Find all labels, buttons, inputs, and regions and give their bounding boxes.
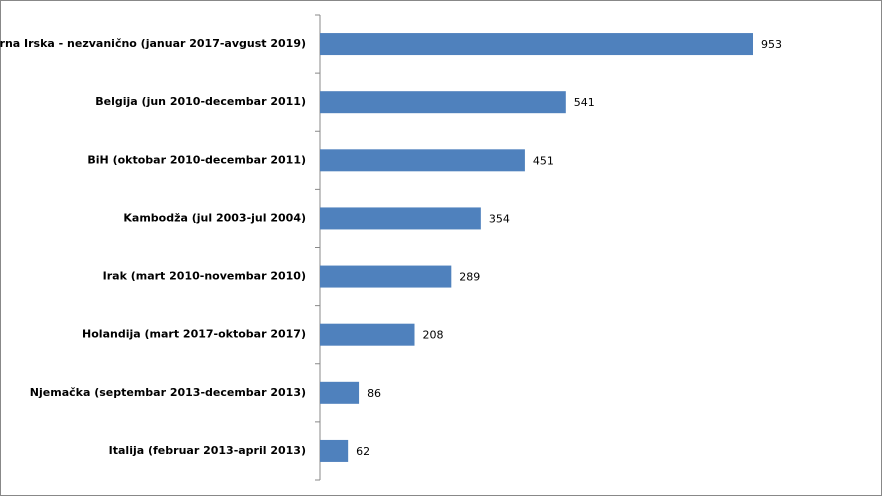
- y-tick-label: Irak (mart 2010-novembar 2010): [103, 270, 306, 283]
- bar: [320, 207, 481, 230]
- data-label: 354: [489, 212, 510, 225]
- y-tick-label: Sjeverna Irska - nezvanično (januar 2017…: [0, 37, 306, 50]
- data-label: 62: [356, 445, 370, 458]
- data-label: 953: [761, 38, 782, 51]
- y-tick-label: Holandija (mart 2017-oktobar 2017): [82, 328, 306, 341]
- bar: [320, 265, 452, 288]
- bar: [320, 381, 360, 404]
- y-tick-label: Njemačka (septembar 2013-decembar 2013): [30, 386, 306, 399]
- bar: [320, 91, 566, 114]
- y-tick-label: Italija (februar 2013-april 2013): [109, 444, 306, 457]
- data-label: 289: [459, 271, 480, 284]
- data-label: 86: [367, 387, 381, 400]
- bar: [320, 33, 753, 56]
- y-tick-label: Belgija (jun 2010-decembar 2011): [95, 95, 306, 108]
- bar: [320, 323, 415, 346]
- y-tick-label: BiH (oktobar 2010-decembar 2011): [87, 153, 306, 166]
- data-label: 541: [574, 96, 595, 109]
- data-label: 451: [533, 154, 554, 167]
- y-tick-label: Kambodža (jul 2003-jul 2004): [123, 211, 306, 224]
- bar: [320, 149, 525, 172]
- data-label: 208: [423, 329, 444, 342]
- bar: [320, 439, 349, 462]
